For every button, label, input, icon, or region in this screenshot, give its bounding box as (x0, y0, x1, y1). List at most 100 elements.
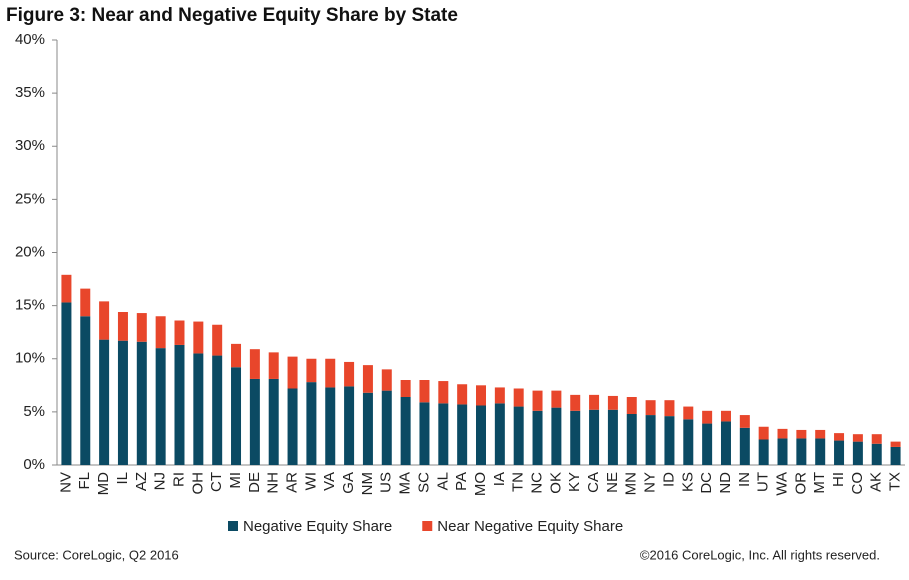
bar-segment (193, 321, 204, 354)
bar-segment (796, 438, 807, 465)
y-tick-label: 5% (23, 403, 45, 420)
x-tick-label: MO (472, 472, 489, 496)
bar-segment (362, 392, 373, 465)
bar-segment (231, 343, 242, 368)
bar-segment (871, 434, 882, 444)
bar-segment (306, 358, 317, 383)
x-tick-label: NC (529, 472, 546, 494)
bar-segment (607, 409, 618, 465)
x-tick-label: NY (642, 472, 659, 493)
bar-segment (664, 400, 675, 417)
x-tick-label: MT (811, 472, 828, 494)
bar-segment (720, 410, 731, 422)
x-tick-label: NV (57, 472, 74, 493)
bar-segment (532, 410, 543, 465)
x-tick-label: ND (717, 472, 734, 494)
y-tick-label: 0% (23, 456, 45, 473)
bar-segment (419, 402, 430, 465)
bar-segment (739, 415, 750, 428)
bar-segment (212, 324, 223, 356)
x-tick-label: MD (95, 472, 112, 495)
bar-segment (325, 358, 336, 388)
bar-segment (212, 355, 223, 465)
x-tick-label: OK (547, 472, 564, 494)
x-tick-label: FL (76, 472, 93, 490)
x-tick-label: OH (189, 472, 206, 495)
bar-segment (61, 302, 72, 465)
x-tick-label: CO (849, 472, 866, 495)
bar-segment (570, 394, 581, 411)
bar-segment (626, 414, 637, 465)
x-tick-label: WI (302, 472, 319, 490)
bar-segment (758, 426, 769, 440)
bar-segment (457, 404, 468, 465)
bar-segment (136, 313, 147, 342)
x-tick-label: AK (868, 472, 885, 492)
bar-segment (645, 400, 656, 416)
chart-title: Figure 3: Near and Negative Equity Share… (6, 5, 458, 26)
bar-segment (99, 301, 110, 340)
x-tick-label: KY (566, 472, 583, 492)
bar-segment (777, 438, 788, 465)
bar-segment (268, 378, 279, 465)
x-tick-label: TN (510, 472, 527, 492)
bar-segment (155, 348, 166, 465)
x-tick-label: VA (321, 472, 338, 491)
y-tick-label: 30% (15, 137, 45, 154)
bar-segment (494, 387, 505, 404)
y-tick-label: 20% (15, 243, 45, 260)
x-tick-label: KS (679, 472, 696, 492)
x-tick-label: CA (585, 472, 602, 493)
bar-segment (513, 406, 524, 465)
x-tick-label: GA (340, 472, 357, 494)
y-tick-label: 40% (15, 31, 45, 48)
bar-segment (890, 446, 901, 465)
bar-segment (400, 380, 411, 397)
bar-segment (155, 316, 166, 349)
x-tick-label: CT (208, 472, 225, 492)
bar-segment (117, 340, 128, 465)
bar-segment (325, 387, 336, 465)
bar-segment (174, 320, 185, 345)
source-note: Source: CoreLogic, Q2 2016 (14, 547, 179, 562)
bar-segment (249, 349, 260, 379)
legend-swatch (228, 521, 238, 531)
x-tick-label: DE (246, 472, 263, 493)
bar-segment (438, 381, 449, 404)
x-tick-label: IA (491, 472, 508, 486)
x-tick-label: PA (453, 472, 470, 491)
legend-swatch (422, 521, 433, 531)
x-tick-label: US (378, 472, 395, 493)
x-tick-label: MI (227, 472, 244, 489)
bar-segment (494, 403, 505, 465)
x-tick-label: AR (284, 472, 301, 493)
bar-segment (702, 423, 713, 465)
bar-segment (457, 384, 468, 405)
x-tick-label: MN (623, 472, 640, 495)
bar-segment (570, 410, 581, 465)
x-tick-label: SC (415, 472, 432, 493)
x-tick-label: ID (660, 472, 677, 487)
bar-segment (249, 378, 260, 465)
bar-segment (381, 369, 392, 391)
bar-segment (476, 385, 486, 406)
x-tick-label: IL (114, 472, 131, 485)
bar-segment (99, 339, 110, 465)
x-tick-label: UT (755, 472, 772, 492)
x-tick-label: AL (434, 472, 451, 490)
bar-segment (80, 316, 91, 465)
bar-segment (136, 341, 147, 465)
x-tick-label: NJ (152, 472, 169, 490)
bar-segment (645, 415, 656, 465)
x-tick-label: NE (604, 472, 621, 493)
bar-segment (287, 388, 298, 465)
y-tick-label: 10% (15, 350, 45, 367)
bar-segment (871, 443, 882, 465)
bar-segment (438, 403, 449, 465)
bar-segment (513, 388, 524, 407)
x-tick-label: AZ (133, 472, 150, 491)
bar-segment (174, 344, 185, 465)
bar-segment (344, 361, 355, 387)
x-tick-label: IN (736, 472, 753, 487)
y-tick-label: 15% (15, 297, 45, 314)
